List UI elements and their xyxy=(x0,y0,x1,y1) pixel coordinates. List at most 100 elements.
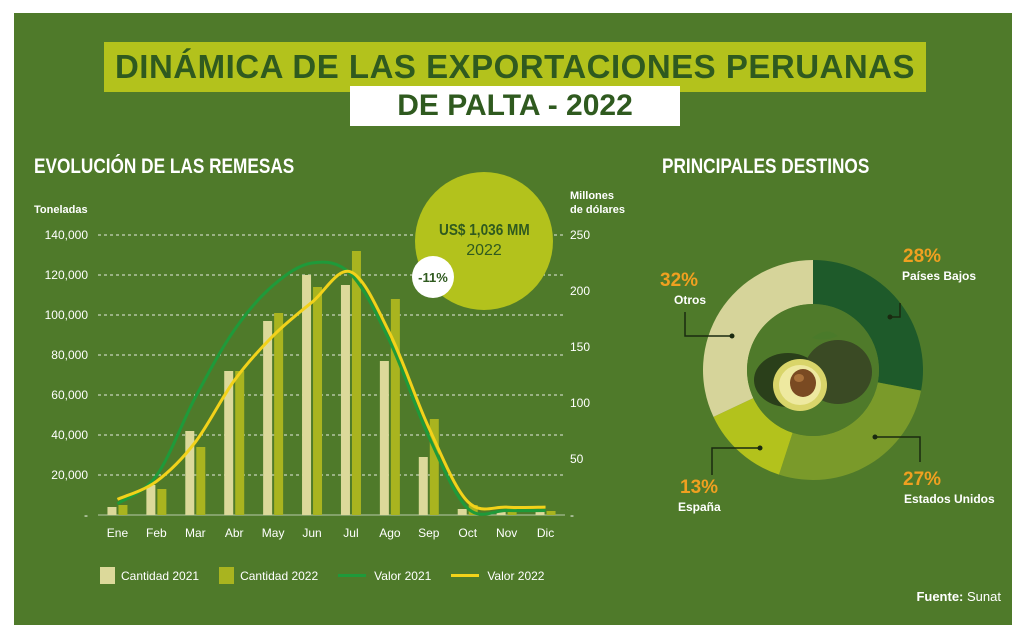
total-value: US$ 1,036 MM xyxy=(438,222,530,239)
legend-swatch xyxy=(338,574,367,577)
donut-slice xyxy=(702,260,813,417)
bar-cantidad-2021 xyxy=(302,275,312,515)
pct-label-espana: 13% xyxy=(680,477,719,498)
source-note: Fuente: Sunat xyxy=(916,589,1001,604)
pct-label-otros: 32% xyxy=(660,270,699,291)
legend-swatch xyxy=(100,567,115,584)
left-tick-label: - xyxy=(84,508,88,522)
left-tick-label: 20,000 xyxy=(51,468,88,482)
legend-item-valor-2022: Valor 2022 xyxy=(451,569,544,583)
legend-item-valor-2021: Valor 2021 xyxy=(338,569,431,583)
leader-dot xyxy=(872,434,878,440)
dest-label-estados-unidos: Estados Unidos xyxy=(904,492,995,506)
avocado-illustration xyxy=(794,374,804,382)
left-tick-label: 100,000 xyxy=(45,308,89,322)
bar-cantidad-2022 xyxy=(546,511,556,515)
left-tick-label: 120,000 xyxy=(45,268,89,282)
bar-cantidad-2021 xyxy=(224,371,234,515)
bar-cantidad-2022 xyxy=(274,313,284,515)
bar-cantidad-2022 xyxy=(196,447,206,515)
total-year: 2022 xyxy=(466,242,502,259)
bar-cantidad-2021 xyxy=(185,431,195,515)
bar-cantidad-2022 xyxy=(157,489,167,515)
left-axis-title: Toneladas xyxy=(34,204,88,216)
bar-cantidad-2021 xyxy=(457,509,467,515)
right-tick-label: 50 xyxy=(570,452,584,466)
x-tick-label: May xyxy=(262,526,285,540)
x-tick-label: Abr xyxy=(225,526,244,540)
pct-label-estados-unidos: 27% xyxy=(903,469,942,490)
bar-cantidad-2021 xyxy=(535,511,545,515)
legend-label: Cantidad 2022 xyxy=(240,568,319,583)
legend-item-cantidad-2021: Cantidad 2021 xyxy=(100,567,199,584)
bar-cantidad-2022 xyxy=(313,287,323,515)
x-tick-label: Jun xyxy=(302,526,321,540)
dest-label-paises-bajos: Países Bajos xyxy=(902,269,977,283)
right-axis-title-line-1: Millones xyxy=(570,190,615,202)
right-tick-label: - xyxy=(570,508,574,522)
right-axis-title-line-2: de dólares xyxy=(570,204,626,216)
leader-dot xyxy=(887,314,893,320)
right-axis-title: Millones de dólares xyxy=(570,189,625,217)
right-tick-label: 100 xyxy=(570,396,590,410)
legend-label: Valor 2022 xyxy=(487,568,545,583)
bar-cantidad-2021 xyxy=(146,485,156,515)
x-tick-label: Dic xyxy=(537,526,554,540)
donut-slice xyxy=(713,398,793,475)
bar-cantidad-2022 xyxy=(235,371,245,515)
dest-label-espana: España xyxy=(678,500,721,514)
chart-legend: Cantidad 2021 Cantidad 2022 Valor 2021 V… xyxy=(100,567,564,584)
bar-cantidad-2022 xyxy=(468,505,478,515)
legend-label: Valor 2021 xyxy=(374,568,432,583)
line-valor-2022 xyxy=(116,269,546,511)
bar-cantidad-2021 xyxy=(379,361,389,515)
source-value: Sunat xyxy=(967,589,1001,604)
right-tick-label: 250 xyxy=(570,228,590,242)
x-tick-label: Nov xyxy=(496,526,517,540)
bar-cantidad-2021 xyxy=(340,285,350,515)
section-title-remesas: EVOLUCIÓN DE LAS REMESAS xyxy=(34,155,295,178)
donut-slice xyxy=(779,382,922,480)
x-tick-label: Feb xyxy=(146,526,167,540)
bar-cantidad-2022 xyxy=(390,299,400,515)
bar-cantidad-2021 xyxy=(418,457,428,515)
bar-cantidad-2021 xyxy=(263,321,273,515)
source-label: Fuente: xyxy=(916,589,964,604)
avocado-illustration xyxy=(790,369,816,397)
legend-label: Cantidad 2021 xyxy=(121,568,200,583)
x-tick-label: Oct xyxy=(458,526,477,540)
bar-cantidad-2022 xyxy=(351,251,361,515)
change-badge: -11% xyxy=(412,256,454,298)
leader-dot xyxy=(757,445,763,451)
left-tick-label: 140,000 xyxy=(45,228,89,242)
right-tick-label: 150 xyxy=(570,340,590,354)
right-tick-label: 200 xyxy=(570,284,590,298)
left-tick-label: 60,000 xyxy=(51,388,88,402)
x-tick-label: Ago xyxy=(379,526,401,540)
leader-dot xyxy=(729,333,735,339)
leader-line xyxy=(875,436,921,462)
bar-cantidad-2021 xyxy=(496,511,506,515)
section-title-destinos: PRINCIPALES DESTINOS xyxy=(662,155,870,178)
legend-item-cantidad-2022: Cantidad 2022 xyxy=(219,567,318,584)
pct-label-paises-bajos: 28% xyxy=(903,246,942,267)
donut-slice xyxy=(813,260,923,391)
bar-cantidad-2022 xyxy=(429,419,439,515)
legend-swatch xyxy=(219,567,235,584)
leader-line xyxy=(711,447,760,475)
dest-label-otros: Otros xyxy=(674,293,707,307)
left-tick-label: 40,000 xyxy=(51,428,88,442)
x-tick-label: Mar xyxy=(185,526,206,540)
legend-swatch xyxy=(451,574,480,577)
title-line-2: DE PALTA - 2022 xyxy=(350,86,680,126)
leader-line xyxy=(684,312,732,337)
x-tick-label: Jul xyxy=(343,526,358,540)
bar-cantidad-2021 xyxy=(107,507,117,515)
x-tick-label: Sep xyxy=(418,526,440,540)
line-valor-2021 xyxy=(116,260,546,516)
x-tick-label: Ene xyxy=(107,526,129,540)
left-tick-label: 80,000 xyxy=(51,348,88,362)
leader-line xyxy=(890,303,901,318)
title-line-1: DINÁMICA DE LAS EXPORTACIONES PERUANAS xyxy=(104,42,926,92)
